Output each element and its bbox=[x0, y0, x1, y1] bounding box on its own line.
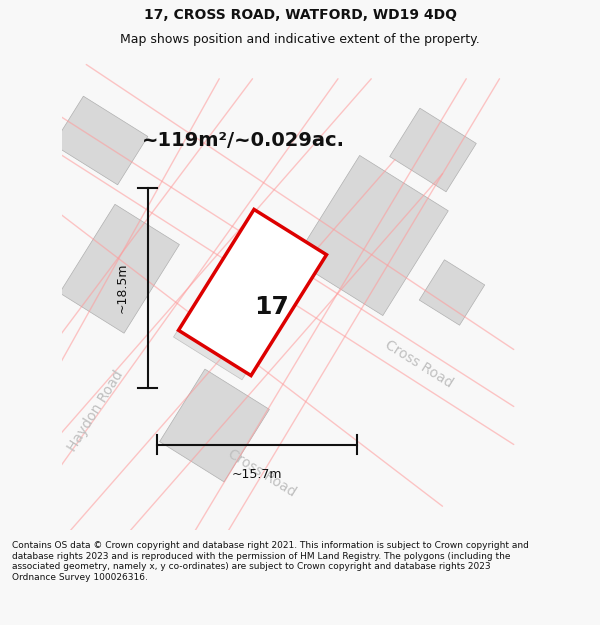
Text: Map shows position and indicative extent of the property.: Map shows position and indicative extent… bbox=[120, 33, 480, 46]
Polygon shape bbox=[59, 204, 179, 333]
Text: ~15.7m: ~15.7m bbox=[232, 468, 283, 481]
Polygon shape bbox=[53, 96, 148, 185]
Text: ~18.5m: ~18.5m bbox=[116, 262, 129, 313]
Polygon shape bbox=[178, 209, 326, 376]
Polygon shape bbox=[173, 224, 313, 380]
Text: ~119m²/~0.029ac.: ~119m²/~0.029ac. bbox=[142, 131, 344, 150]
Polygon shape bbox=[160, 369, 269, 482]
Text: Contains OS data © Crown copyright and database right 2021. This information is : Contains OS data © Crown copyright and d… bbox=[12, 541, 529, 582]
Polygon shape bbox=[294, 156, 448, 316]
Text: Haydon Road: Haydon Road bbox=[65, 368, 126, 454]
Text: Cross Road: Cross Road bbox=[382, 338, 455, 390]
Text: 17: 17 bbox=[254, 295, 289, 319]
Polygon shape bbox=[389, 108, 476, 192]
Text: 17, CROSS ROAD, WATFORD, WD19 4DQ: 17, CROSS ROAD, WATFORD, WD19 4DQ bbox=[143, 8, 457, 22]
Polygon shape bbox=[419, 260, 485, 325]
Text: Cross Road: Cross Road bbox=[226, 446, 299, 499]
